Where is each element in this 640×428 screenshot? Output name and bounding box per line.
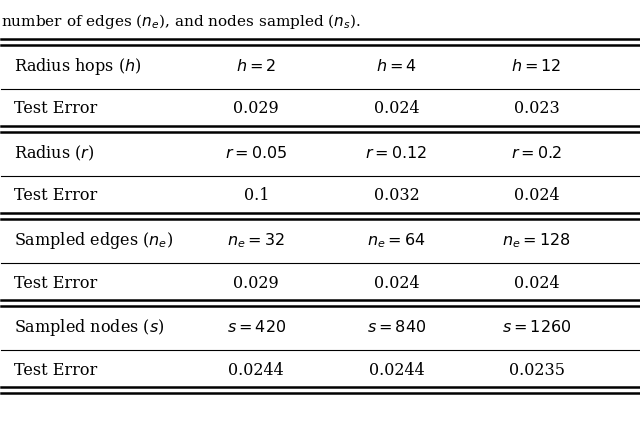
Text: Sampled nodes ($s$): Sampled nodes ($s$) (14, 317, 164, 338)
Text: Radius ($r$): Radius ($r$) (14, 144, 95, 163)
Text: 0.0235: 0.0235 (509, 362, 564, 379)
Text: $n_e = 64$: $n_e = 64$ (367, 231, 426, 250)
Text: $h = 2$: $h = 2$ (236, 58, 276, 75)
Text: 0.023: 0.023 (514, 100, 559, 117)
Text: 0.0244: 0.0244 (369, 362, 424, 379)
Text: Test Error: Test Error (14, 362, 97, 379)
Text: 0.032: 0.032 (374, 187, 419, 205)
Text: Test Error: Test Error (14, 100, 97, 117)
Text: 0.029: 0.029 (234, 275, 279, 291)
Text: $r = 0.12$: $r = 0.12$ (365, 145, 428, 162)
Text: $h = 4$: $h = 4$ (376, 58, 417, 75)
Text: 0.029: 0.029 (234, 100, 279, 117)
Text: number of edges ($n_e$), and nodes sampled ($n_s$).: number of edges ($n_e$), and nodes sampl… (1, 12, 361, 31)
Text: $s = 420$: $s = 420$ (227, 319, 286, 336)
Text: $n_e = 32$: $n_e = 32$ (227, 231, 285, 250)
Text: $n_e = 128$: $n_e = 128$ (502, 231, 571, 250)
Text: $r = 0.2$: $r = 0.2$ (511, 145, 562, 162)
Text: Sampled edges ($n_e$): Sampled edges ($n_e$) (14, 230, 173, 251)
Text: 0.024: 0.024 (514, 187, 559, 205)
Text: $h = 12$: $h = 12$ (511, 58, 562, 75)
Text: Test Error: Test Error (14, 187, 97, 205)
Text: $s = 1260$: $s = 1260$ (502, 319, 572, 336)
Text: 0.024: 0.024 (514, 275, 559, 291)
Text: $s = 840$: $s = 840$ (367, 319, 426, 336)
Text: 0.024: 0.024 (374, 275, 419, 291)
Text: 0.0244: 0.0244 (228, 362, 284, 379)
Text: Radius hops ($h$): Radius hops ($h$) (14, 56, 141, 77)
Text: $r = 0.05$: $r = 0.05$ (225, 145, 287, 162)
Text: 0.1: 0.1 (244, 187, 269, 205)
Text: Test Error: Test Error (14, 275, 97, 291)
Text: 0.024: 0.024 (374, 100, 419, 117)
